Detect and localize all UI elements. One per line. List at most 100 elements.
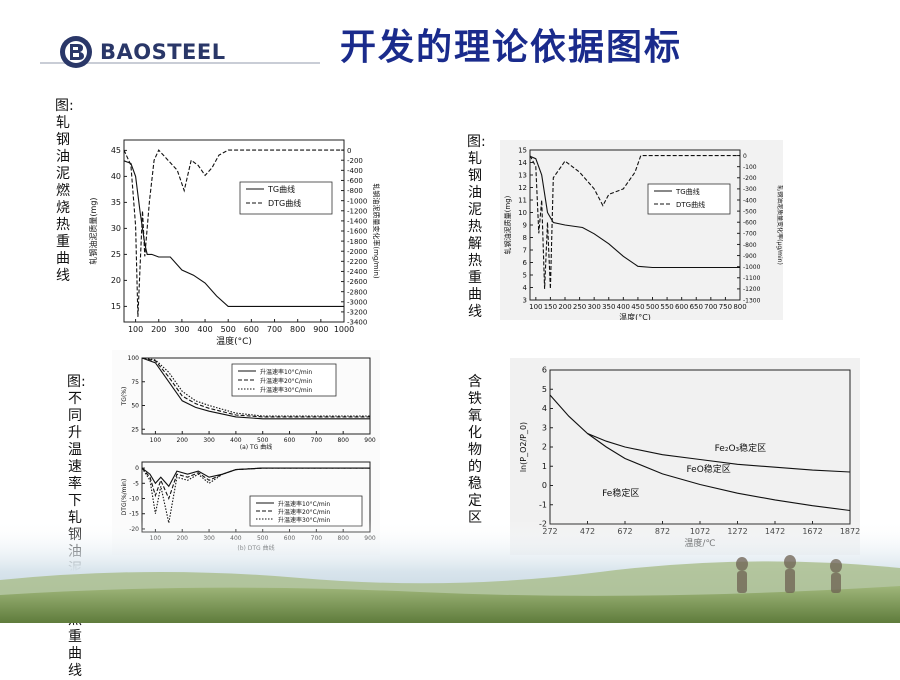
- x-tick-label: 500: [257, 437, 269, 444]
- slide-title: 开发的理论依据图标: [340, 27, 683, 68]
- x-tick-label: 700: [311, 437, 323, 444]
- x-tick-label: 200: [177, 437, 189, 444]
- y-tick-label: 6: [523, 259, 528, 267]
- y2-tick-label: -3400: [347, 319, 367, 327]
- y-tick-label: -15: [129, 511, 139, 518]
- series-line-1: [123, 149, 344, 317]
- y2-tick-label: -2600: [347, 278, 367, 286]
- legend-label-1: DTG曲线: [676, 200, 705, 209]
- y2-tick-label: -1300: [743, 297, 761, 304]
- x-tick-label: 200: [151, 325, 166, 334]
- y-tick-label: 30: [111, 224, 121, 233]
- x-tick-label: 300: [174, 325, 189, 334]
- y-axis-label: 轧钢油泥质量(mg): [503, 195, 512, 254]
- y-tick-label: 6: [542, 366, 547, 375]
- y-tick-label: 8: [523, 234, 527, 242]
- region-label-feo: FeO稳定区: [687, 463, 731, 475]
- x-tick-label: 400: [230, 437, 242, 444]
- y2-tick-label: -1100: [743, 275, 761, 282]
- x-tick-label: 700: [267, 325, 282, 334]
- y-tick-label: -5: [133, 480, 139, 487]
- y2-tick-label: -1000: [347, 197, 367, 205]
- x-tick-label: 350: [602, 303, 615, 311]
- legend-label-1: 升温速率20°C/min: [278, 508, 330, 516]
- region-label-fe: Fe稳定区: [602, 487, 639, 499]
- y2-tick-label: -2800: [347, 288, 367, 296]
- y-axis-label: 轧钢油泥质量(mg): [88, 197, 98, 264]
- x-tick-label: 600: [675, 303, 688, 311]
- legend-label-0: 升温速率10°C/min: [278, 500, 330, 508]
- y-tick-label: -10: [129, 496, 139, 503]
- y2-tick-label: -800: [743, 242, 757, 249]
- y-tick-label: 14: [518, 159, 527, 167]
- y-tick-label: 3: [523, 296, 527, 304]
- series-line-1: [587, 433, 851, 512]
- y-tick-label: 25: [131, 426, 139, 433]
- y-tick-label: 5: [523, 271, 527, 279]
- x-tick-label: 100: [529, 303, 542, 311]
- y2-tick-label: -1800: [347, 238, 367, 246]
- heating-rate-tg-chart: 100 200 300 400 500 600 700 800 900 100 75 50 25 TG(%…: [121, 355, 376, 451]
- plot-frame: [123, 139, 345, 323]
- legend-box: [647, 183, 731, 215]
- x-tick-label: 400: [197, 325, 212, 334]
- legend-label-0: TG曲线: [675, 187, 700, 196]
- y-tick-label: 1: [542, 462, 547, 471]
- y-tick-label: 20: [111, 276, 121, 285]
- x-tick-label: 750: [719, 303, 732, 311]
- children-silhouettes: [736, 555, 842, 593]
- y2-tick-label: -600: [743, 220, 757, 227]
- y2-tick-label: -2200: [347, 258, 367, 266]
- x-axis-label: 温度(°C): [216, 335, 252, 345]
- y2-tick-label: -3000: [347, 298, 367, 306]
- y2-axis-label: 轧钢油泥质量变化率(mg/min): [372, 183, 380, 279]
- series-line-1: [141, 357, 370, 418]
- y-axis-label: ln(P_O2/P_0): [519, 422, 528, 472]
- brand-name: BAOSTEEL: [100, 40, 226, 64]
- x-tick-label: 800: [733, 303, 746, 311]
- y-tick-label: 0: [542, 481, 547, 490]
- landscape-footer-image: [0, 520, 900, 623]
- y2-tick-label: 0: [347, 147, 351, 155]
- x-tick-label: 200: [558, 303, 571, 311]
- y-tick-label: 5: [542, 385, 547, 394]
- x-tick-label: 500: [221, 325, 236, 334]
- x-tick-label: 100: [128, 325, 143, 334]
- legend-label-2: 升温速率30°C/min: [260, 386, 312, 394]
- y-tick-label: 4: [542, 404, 547, 413]
- y2-tick-label: -2400: [347, 268, 367, 276]
- y-tick-label: 7: [523, 246, 527, 254]
- y-tick-label: 2: [542, 443, 547, 452]
- y-axis-label: TG(%): [121, 387, 128, 407]
- x-tick-label: 150: [544, 303, 557, 311]
- y2-tick-label: 0: [743, 153, 747, 160]
- plot-frame: [529, 149, 741, 301]
- x-tick-label: 600: [284, 437, 296, 444]
- x-tick-label: 900: [313, 325, 328, 334]
- y-tick-label: 12: [518, 184, 527, 192]
- pyrolysis-tg-chart: 100 150 200 250 300 350 400 450 500 550 600 650 700 7…: [503, 146, 783, 320]
- x-axis-label: 温度(°C): [619, 312, 651, 320]
- x-tick-label: 1000: [334, 325, 354, 334]
- y2-tick-label: -400: [743, 197, 757, 204]
- y2-tick-label: -700: [743, 231, 757, 238]
- y-tick-label: 35: [111, 198, 121, 207]
- y-tick-label: 11: [518, 196, 527, 204]
- y2-tick-label: -900: [743, 253, 757, 260]
- y-tick-label: 15: [111, 302, 121, 311]
- y2-tick-label: -200: [743, 175, 757, 182]
- series-line-2: [141, 357, 370, 417]
- x-tick-label: 600: [244, 325, 259, 334]
- x-tick-label: 550: [660, 303, 673, 311]
- combustion-tg-chart: 100 200 300 400 500 600 700 800 900 1000454035302…: [88, 139, 380, 345]
- y2-tick-label: -100: [743, 164, 757, 171]
- y-tick-label: 75: [131, 379, 139, 386]
- legend-label-0: TG曲线: [267, 184, 295, 194]
- y2-tick-label: -600: [347, 177, 363, 185]
- x-tick-label: 800: [337, 437, 349, 444]
- y2-tick-label: -2000: [347, 248, 367, 256]
- x-tick-label: 300: [203, 437, 215, 444]
- header-divider: [40, 62, 320, 64]
- x-tick-label: 500: [646, 303, 659, 311]
- legend-box: [239, 181, 333, 215]
